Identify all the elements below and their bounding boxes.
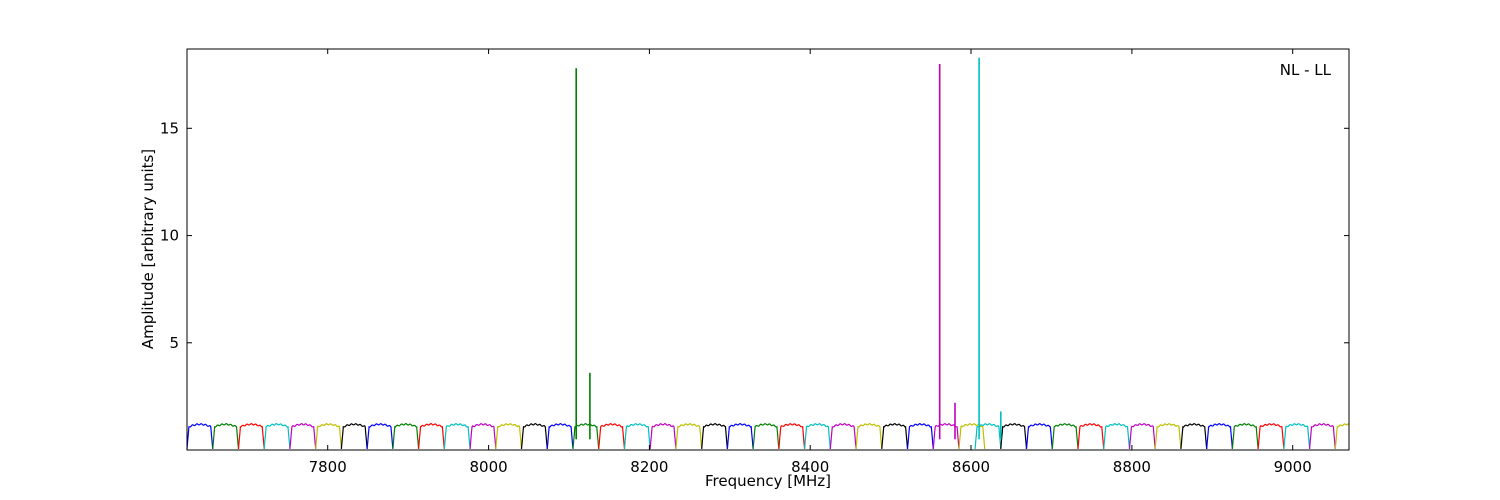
subband-line-44	[1309, 423, 1336, 449]
subband-line-16	[598, 423, 626, 449]
subband-line-27	[881, 422, 909, 449]
subband-line-39	[1180, 423, 1208, 449]
subband-line-41	[1231, 423, 1259, 449]
subband-line-28	[906, 422, 934, 449]
subband-line-5	[315, 423, 342, 449]
x-tick-label-6: 9000	[1274, 458, 1312, 476]
y-tick-label-2: 15	[160, 119, 179, 137]
subband-line-15	[572, 423, 600, 449]
subband-line-9	[418, 422, 445, 449]
subband-line-1	[212, 422, 240, 449]
spike-layer	[575, 57, 1002, 440]
subband-line-19	[675, 423, 703, 449]
y-tick-label-0: 5	[169, 334, 179, 352]
subband-line-40	[1206, 423, 1233, 449]
subband-line-13	[520, 423, 548, 449]
subband-line-34	[1051, 423, 1079, 449]
subband-line-25	[829, 423, 857, 449]
subband-line-12	[495, 423, 523, 449]
y-tick-label-1: 10	[160, 227, 179, 245]
subband-line-33	[1025, 423, 1053, 449]
series-layer	[186, 422, 1350, 449]
subband-line-2	[237, 422, 265, 449]
subband-line-23	[778, 423, 806, 449]
subband-line-42	[1257, 423, 1285, 449]
subband-line-20	[701, 422, 728, 449]
subband-line-38	[1154, 423, 1182, 449]
x-tick-label-4: 8600	[952, 458, 990, 476]
annotation-label: NL - LL	[1280, 61, 1332, 79]
tick-layer: 7800 8000 8200 8400 8600 8800 9000 5 10 15	[160, 49, 1349, 476]
subband-line-24	[804, 423, 831, 449]
subband-line-43	[1283, 423, 1311, 449]
subband-line-21	[726, 422, 754, 449]
subband-line-4	[289, 423, 317, 449]
y-axis-title: Amplitude [arbitrary units]	[139, 149, 157, 349]
subband-line-8	[392, 422, 420, 449]
subband-line-10	[443, 423, 471, 449]
subband-line-18	[649, 423, 677, 449]
subband-line-6	[340, 423, 368, 449]
subband-line-26	[855, 422, 883, 449]
subband-line-45	[1334, 423, 1350, 449]
subband-line-35	[1077, 423, 1105, 449]
subband-line-36	[1103, 423, 1131, 449]
subband-line-11	[469, 423, 497, 449]
plot-frame	[186, 48, 1350, 451]
x-axis-title: Frequency [MHz]	[705, 472, 831, 490]
subband-line-30	[958, 423, 986, 449]
x-tick-label-2: 8200	[630, 458, 668, 476]
subband-line-37	[1128, 423, 1156, 449]
x-tick-label-1: 8000	[470, 458, 508, 476]
subband-line-3	[263, 422, 291, 449]
subband-line-7	[366, 423, 394, 449]
x-tick-label-0: 7800	[309, 458, 347, 476]
subband-line-0	[186, 423, 214, 449]
subband-line-14	[546, 423, 574, 449]
subband-line-32	[1000, 423, 1028, 449]
x-tick-label-3: 8400	[791, 458, 829, 476]
x-tick-label-5: 8800	[1113, 458, 1151, 476]
subband-line-22	[752, 423, 780, 449]
subband-line-17	[623, 423, 651, 449]
plot-area	[187, 49, 1349, 450]
